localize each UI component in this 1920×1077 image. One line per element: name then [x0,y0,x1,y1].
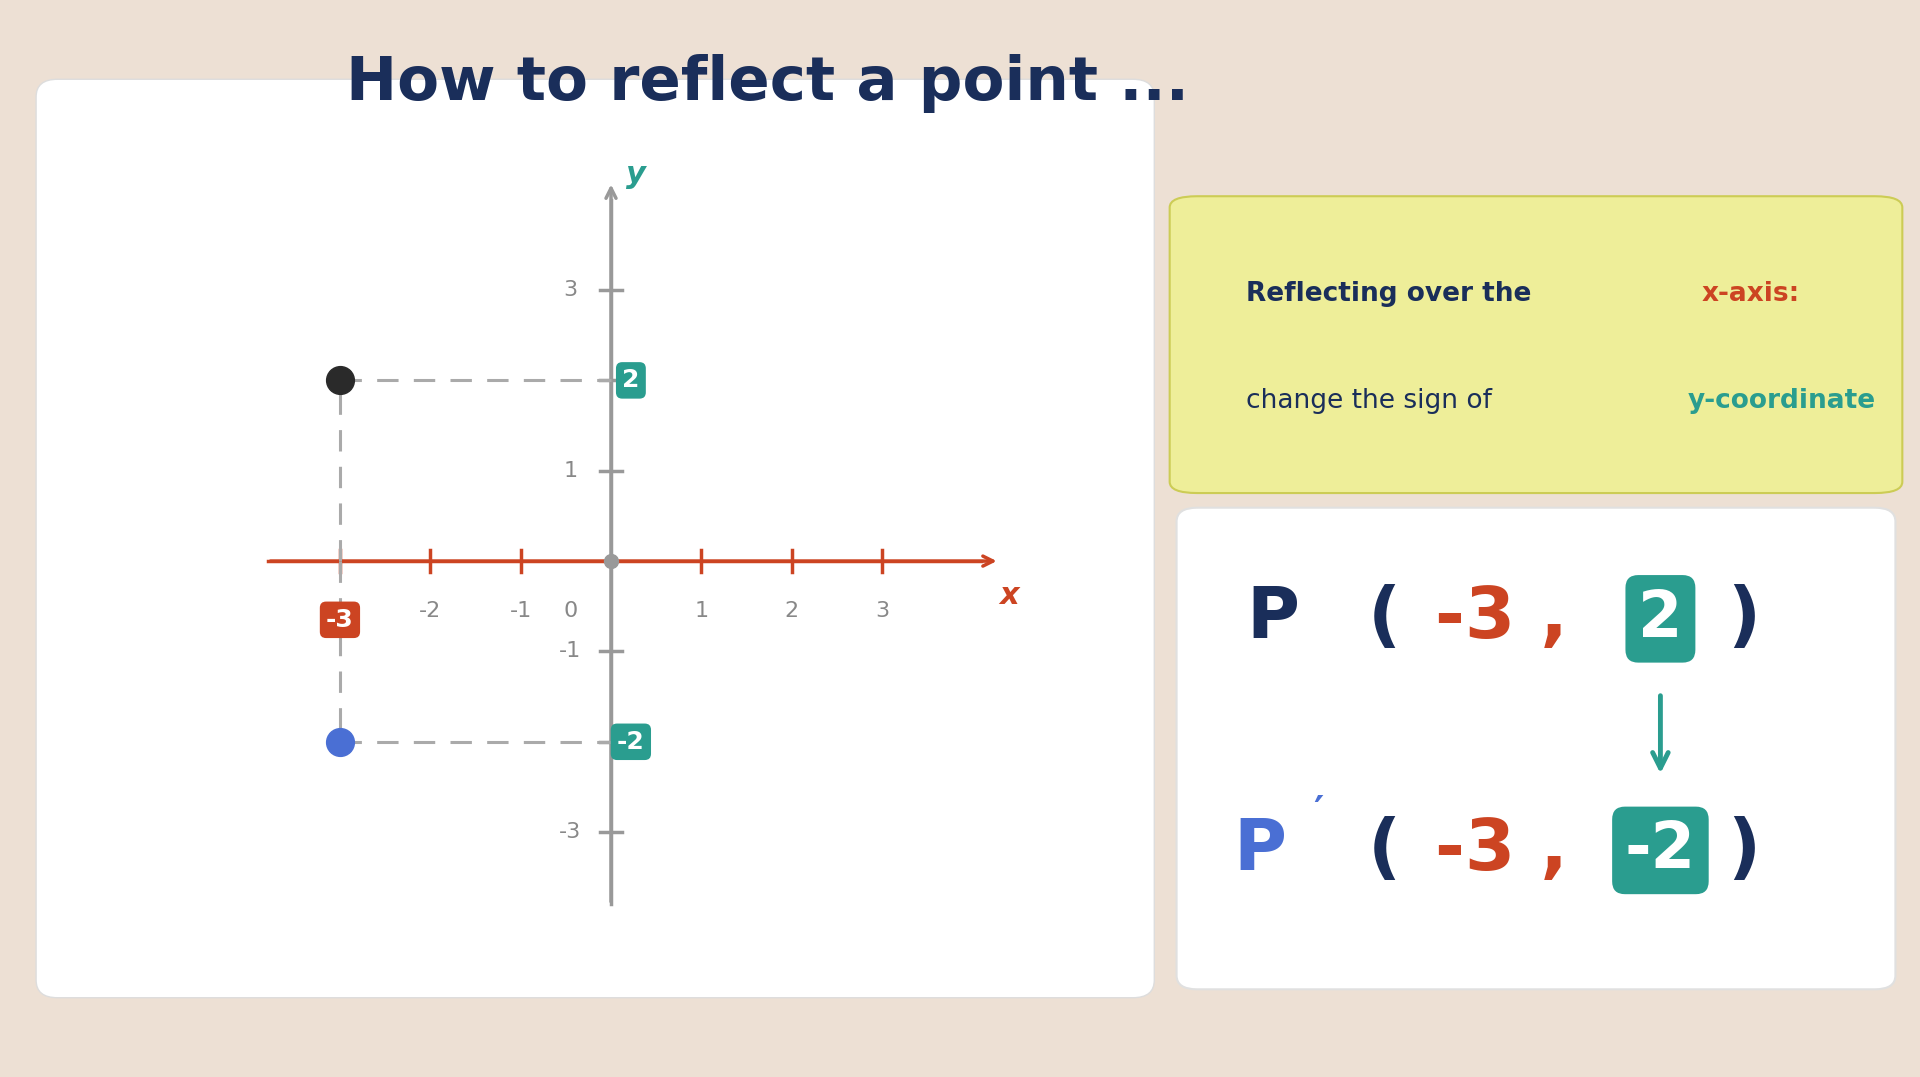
FancyBboxPatch shape [1169,196,1903,493]
Text: -3: -3 [559,822,582,842]
Text: x: x [998,581,1018,610]
Text: (: ( [1367,585,1400,654]
FancyBboxPatch shape [1177,507,1895,990]
Text: -1: -1 [509,601,532,620]
Text: P: P [1246,585,1300,654]
Text: 3: 3 [876,601,889,620]
Text: 1: 1 [563,461,578,480]
Text: -2: -2 [419,601,442,620]
Text: -3 ,: -3 , [1434,585,1569,654]
Text: -3: -3 [326,607,353,632]
Text: 2: 2 [622,368,639,392]
Text: 3: 3 [563,280,578,300]
Text: y-coordinate: y-coordinate [1688,388,1876,414]
Text: change the sign of: change the sign of [1246,388,1500,414]
FancyBboxPatch shape [36,80,1154,997]
Text: 2: 2 [1638,588,1682,649]
Text: ): ) [1726,816,1761,885]
Text: 0: 0 [563,601,578,620]
Text: -3 ,: -3 , [1434,816,1569,885]
Text: x-axis:: x-axis: [1701,281,1801,307]
Text: 2: 2 [785,601,799,620]
Text: ′: ′ [1313,795,1323,833]
Text: How to reflect a point ...: How to reflect a point ... [346,54,1190,113]
Text: -2: -2 [1624,820,1695,881]
Text: ): ) [1726,585,1761,654]
Text: -1: -1 [559,642,582,661]
Text: 1: 1 [695,601,708,620]
Text: Reflecting over the: Reflecting over the [1246,281,1540,307]
Text: P: P [1233,816,1286,885]
Text: -2: -2 [616,730,645,754]
Text: y: y [626,159,647,188]
Text: (: ( [1367,816,1400,885]
